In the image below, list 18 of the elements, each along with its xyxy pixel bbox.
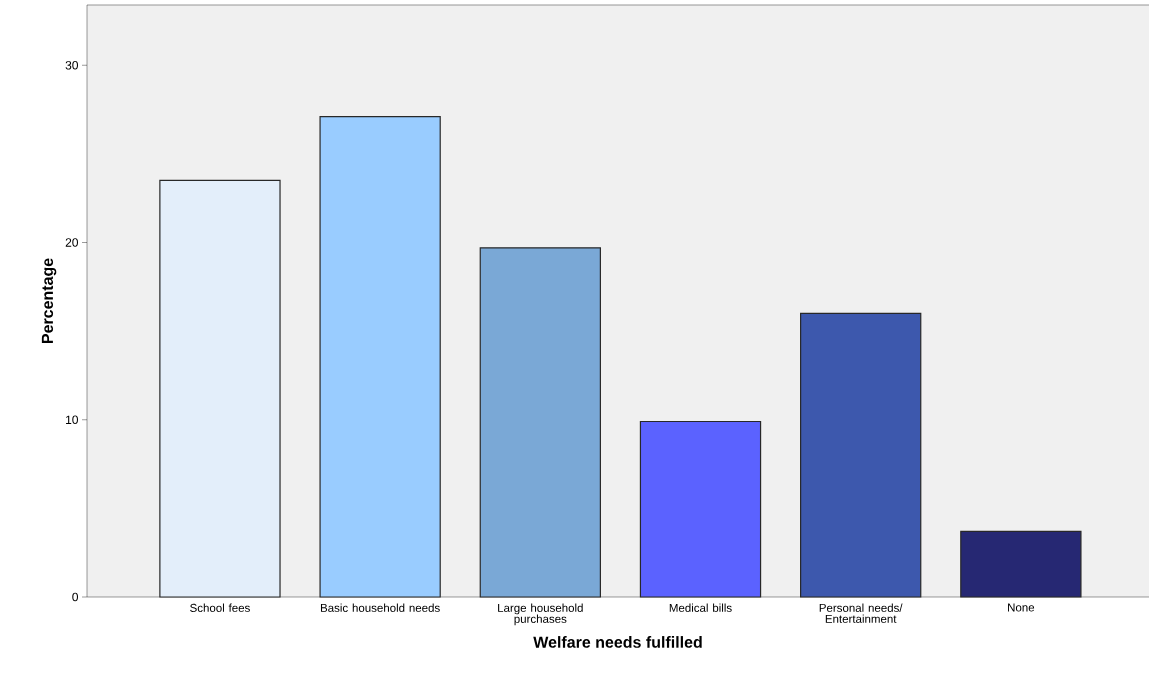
- y-axis-title: Percentage: [41, 258, 57, 344]
- bar: [159, 179, 281, 598]
- y-tick-label: 10: [66, 415, 79, 425]
- bar: [639, 420, 762, 598]
- y-tick-label: 20: [65, 238, 79, 247]
- x-tick-label: None: [1008, 603, 1035, 612]
- x-tick-label: School fees: [190, 603, 250, 612]
- y-tick-label: 30: [65, 61, 79, 70]
- bar: [479, 247, 601, 598]
- bar: [319, 116, 441, 598]
- x-axis-title: Welfare needs fulfilled: [533, 636, 702, 648]
- x-tick-label: Large household purchases: [498, 603, 583, 626]
- bar: [960, 530, 1082, 598]
- x-tick-label: Medical bills: [669, 603, 732, 612]
- x-tick-label: Basic household needs: [320, 603, 440, 612]
- x-tick-label: Personal needs/ Entertainment: [819, 603, 903, 623]
- bar: [800, 312, 922, 598]
- y-tick-label: 0: [72, 592, 79, 602]
